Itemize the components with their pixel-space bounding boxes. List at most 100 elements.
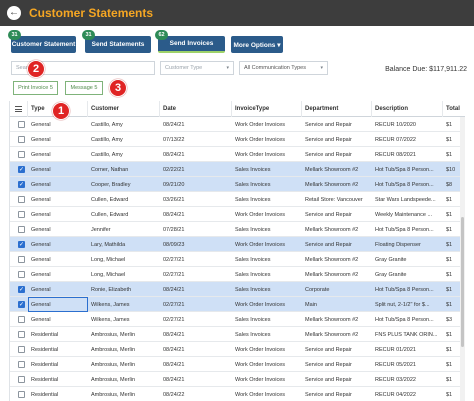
send-invoices-button[interactable]: Send Invoices (158, 36, 225, 53)
cell-department: Mellark Showroom #2 (305, 181, 359, 188)
column-header-department[interactable]: Department (302, 101, 372, 117)
cell-invoicetype: Sales Invoices (235, 166, 271, 173)
cell-date: 02/27/21 (163, 301, 185, 308)
cell-invoicetype: Work Order Invoices (235, 361, 286, 368)
row-checkbox[interactable] (18, 211, 25, 218)
vertical-scrollbar[interactable] (460, 117, 465, 401)
cell-date: 02/27/21 (163, 256, 185, 263)
cell-department: Service and Repair (305, 241, 352, 248)
row-checkbox[interactable] (18, 151, 25, 158)
menu-icon (15, 106, 22, 112)
table-row[interactable]: Residential Ambrosius, Merlin 08/24/22 Work… (10, 387, 465, 401)
row-checkbox[interactable] (18, 271, 25, 278)
cell-customer: Wilkens, James (91, 301, 130, 308)
annotation-callout-2: 2 (27, 60, 45, 78)
cell-date: 08/24/21 (163, 211, 185, 218)
table-row[interactable]: General Castillo, Amy 08/24/21 Work Order I… (10, 117, 465, 132)
search-input[interactable]: Search (11, 61, 155, 75)
table-row[interactable]: ✓ General Wilkens, James 02/27/21 Work Order… (10, 297, 465, 312)
row-checkbox[interactable] (18, 196, 25, 203)
cell-total: $3 (446, 316, 453, 323)
back-arrow-icon[interactable]: ← (7, 6, 21, 20)
table-row[interactable]: General Wilkens, James 02/27/21 Sales Invoi… (10, 312, 465, 327)
row-checkbox[interactable] (18, 346, 25, 353)
cell-customer: Ronie, Elizabeth (91, 286, 132, 293)
cell-date: 08/24/21 (163, 376, 185, 383)
more-options-button[interactable]: More Options ▾ (231, 36, 283, 53)
row-checkbox[interactable]: ✓ (18, 166, 25, 173)
column-header-invoicetype[interactable]: InvoiceType (232, 101, 302, 117)
table-row[interactable]: General Cullen, Edward 08/24/21 Work Order … (10, 207, 465, 222)
print-invoice-button[interactable]: Print Invoice 5 (13, 81, 58, 95)
cell-department: Mellark Showroom #2 (305, 331, 359, 338)
cell-department: Service and Repair (305, 151, 352, 158)
cell-type: General (31, 136, 51, 143)
table-row[interactable]: ✓ General Cooper, Bradley 09/21/20 Sales Inv… (10, 177, 465, 192)
row-checkbox[interactable] (18, 121, 25, 128)
cell-department: Retail Store: Vancouver (305, 196, 363, 203)
cell-date: 08/24/21 (163, 121, 185, 128)
message-button[interactable]: Message 5 (65, 81, 103, 95)
table-row[interactable]: Residential Ambrosius, Merlin 08/24/21 Work… (10, 357, 465, 372)
table-row[interactable]: ✓ General Lary, Mathilda 08/09/23 Work Order… (10, 237, 465, 252)
row-checkbox[interactable]: ✓ (18, 241, 25, 248)
table-row[interactable]: Residential Ambrosius, Merlin 08/24/21 Work… (10, 342, 465, 357)
table-row[interactable]: General Long, Michael 02/27/21 Sales Invoic… (10, 267, 465, 282)
table-row[interactable]: General Castillo, Amy 07/13/22 Work Order I… (10, 132, 465, 147)
row-checkbox[interactable]: ✓ (18, 181, 25, 188)
table-row[interactable]: General Cullen, Edward 03/26/21 Sales Invoi… (10, 192, 465, 207)
cell-date: 02/22/21 (163, 166, 185, 173)
cell-date: 08/24/21 (163, 361, 185, 368)
column-header-description[interactable]: Description (372, 101, 443, 117)
cell-customer: Castillo, Amy (91, 121, 123, 128)
column-header-type[interactable]: Type (28, 101, 88, 117)
row-checkbox[interactable] (18, 391, 25, 398)
cell-invoicetype: Sales Invoices (235, 256, 271, 263)
cell-customer: Cooper, Bradley (91, 181, 131, 188)
row-checkbox[interactable] (18, 361, 25, 368)
row-checkbox[interactable] (18, 316, 25, 323)
invoice-table: Type Customer Date InvoiceType Departmen… (9, 101, 465, 401)
column-header-total[interactable]: Total (446, 106, 460, 112)
cell-customer: Lary, Mathilda (91, 241, 126, 248)
table-row[interactable]: General Long, Michael 02/27/21 Sales Invoic… (10, 252, 465, 267)
column-menu[interactable] (10, 101, 28, 117)
customer-type-select[interactable]: Customer Type ▾ (160, 61, 234, 75)
toolbar: Customer Statement 31 Send Statements 31… (0, 30, 474, 55)
cell-description: Gray Granite (375, 271, 407, 278)
cell-customer: Long, Michael (91, 271, 126, 278)
cell-invoicetype: Work Order Invoices (235, 136, 286, 143)
table-row[interactable]: General Castillo, Amy 08/24/21 Work Order I… (10, 147, 465, 162)
communication-types-select[interactable]: All Communication Types ▾ (239, 61, 328, 75)
column-header-date[interactable]: Date (160, 101, 232, 117)
cell-department: Service and Repair (305, 376, 352, 383)
cell-customer: Ambrosius, Merlin (91, 331, 136, 338)
cell-type: General (31, 151, 51, 158)
row-checkbox[interactable] (18, 136, 25, 143)
cell-total: $1 (446, 391, 453, 398)
row-checkbox[interactable] (18, 256, 25, 263)
balance-due: Balance Due: $117,911.22 (385, 66, 467, 73)
table-row[interactable]: General Jennifer 07/28/21 Sales Invoices Mel… (10, 222, 465, 237)
cell-department: Mellark Showroom #2 (305, 316, 359, 323)
table-row[interactable]: Residential Ambrosius, Merlin 08/24/21 Sale… (10, 327, 465, 342)
cell-total: $1 (446, 226, 453, 233)
row-checkbox[interactable]: ✓ (18, 301, 25, 308)
cell-invoicetype: Work Order Invoices (235, 346, 286, 353)
column-header-customer[interactable]: Customer (88, 101, 160, 117)
row-checkbox[interactable] (18, 226, 25, 233)
table-row[interactable]: Residential Ambrosius, Merlin 08/24/21 Work… (10, 372, 465, 387)
cell-customer: Ambrosius, Merlin (91, 391, 136, 398)
table-row[interactable]: ✓ General Corner, Nathan 02/22/21 Sales Invo… (10, 162, 465, 177)
row-checkbox[interactable] (18, 331, 25, 338)
row-checkbox[interactable]: ✓ (18, 286, 25, 293)
cell-total: $1 (446, 331, 453, 338)
send-statements-button[interactable]: Send Statements (85, 36, 151, 53)
cell-date: 08/24/21 (163, 151, 185, 158)
row-checkbox[interactable] (18, 376, 25, 383)
customer-statement-button[interactable]: Customer Statement (11, 36, 76, 53)
scrollbar-thumb[interactable] (461, 217, 464, 347)
cell-total: $1 (446, 196, 453, 203)
table-row[interactable]: ✓ General Ronie, Elizabeth 08/24/21 Sales In… (10, 282, 465, 297)
